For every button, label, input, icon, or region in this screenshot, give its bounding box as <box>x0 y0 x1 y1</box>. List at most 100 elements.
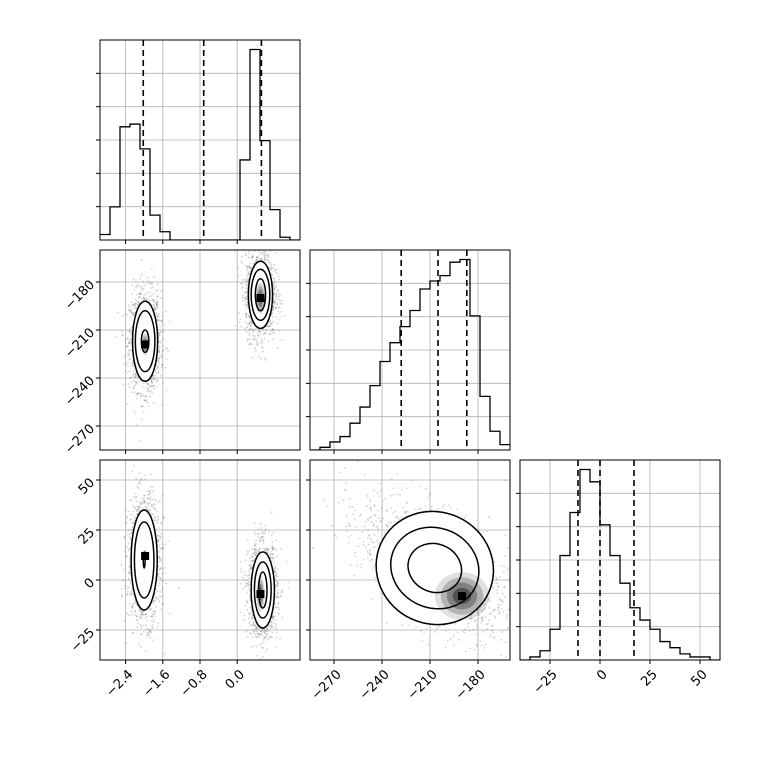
sample-point <box>244 282 247 285</box>
sample-point <box>267 638 270 640</box>
sample-point <box>278 278 281 281</box>
sample-point <box>151 381 154 384</box>
sample-point <box>135 382 137 384</box>
sample-point <box>136 397 139 400</box>
sample-point <box>136 303 139 306</box>
sample-point <box>161 543 164 545</box>
sample-point <box>130 331 133 333</box>
sample-point <box>160 567 162 569</box>
sample-point <box>140 503 143 506</box>
sample-point <box>143 494 146 497</box>
sample-point <box>152 613 155 616</box>
sample-point <box>246 322 249 325</box>
sample-point <box>150 268 153 270</box>
sample-point <box>134 302 137 305</box>
sample-point <box>146 631 149 634</box>
sample-point <box>253 329 256 332</box>
sample-point <box>251 322 254 325</box>
sample-point <box>160 297 162 299</box>
sample-point <box>152 626 154 629</box>
sample-point <box>278 275 280 278</box>
sample-point <box>270 553 273 555</box>
sample-point <box>137 482 140 484</box>
sample-point <box>248 583 251 586</box>
sample-point <box>149 630 151 632</box>
sample-point <box>142 280 145 283</box>
sample-point <box>152 624 154 626</box>
sample-point <box>135 307 137 310</box>
sample-point <box>144 501 147 504</box>
sample-point <box>156 590 159 592</box>
sample-point <box>153 507 156 509</box>
sample-point <box>266 630 268 632</box>
sample-point <box>162 363 164 366</box>
sample-point <box>126 612 129 615</box>
sample-point <box>136 505 138 508</box>
sample-point <box>169 612 171 615</box>
sample-point <box>270 272 273 275</box>
sample-point <box>244 312 247 315</box>
sample-point <box>177 587 180 590</box>
histogram-step <box>310 258 510 450</box>
sample-point <box>272 338 274 341</box>
sample-point <box>275 307 277 310</box>
sample-point <box>157 534 159 537</box>
sample-point <box>275 295 278 298</box>
sample-point <box>152 385 155 388</box>
sample-point <box>156 364 158 366</box>
sample-point <box>153 610 156 612</box>
sample-point <box>156 301 159 304</box>
sample-point <box>146 633 149 636</box>
sample-point <box>262 669 264 671</box>
sample-point <box>126 593 129 596</box>
sample-point <box>252 559 255 562</box>
sample-point <box>130 498 133 501</box>
sample-point <box>141 393 144 395</box>
sample-point <box>154 615 157 617</box>
sample-point <box>128 309 131 311</box>
sample-point <box>135 602 137 605</box>
sample-point <box>265 257 268 260</box>
sample-point <box>262 647 264 649</box>
sample-point <box>148 497 150 500</box>
sample-point <box>251 343 253 345</box>
sample-point <box>248 267 251 270</box>
sample-point <box>269 550 272 553</box>
sample-point <box>144 395 147 398</box>
sample-point <box>161 345 164 347</box>
sample-point <box>149 631 152 634</box>
sample-point <box>135 374 137 377</box>
sample-point <box>270 265 272 268</box>
sample-point <box>153 507 155 510</box>
sample-point <box>255 635 257 638</box>
sample-point <box>160 339 163 342</box>
sample-point <box>260 630 263 633</box>
sample-point <box>139 392 142 395</box>
sample-point <box>277 612 280 615</box>
sample-point <box>155 290 157 292</box>
sample-point <box>143 499 146 502</box>
sample-point <box>152 600 154 603</box>
sample-point <box>141 405 144 408</box>
sample-point <box>254 544 256 547</box>
sample-point <box>128 557 131 560</box>
sample-point <box>127 329 130 332</box>
sample-point <box>138 293 141 295</box>
sample-point <box>147 508 149 511</box>
sample-point <box>255 260 257 262</box>
sample-point <box>152 620 155 623</box>
sample-point <box>133 311 136 314</box>
sample-point <box>274 301 277 304</box>
sample-point <box>132 304 135 306</box>
sample-point <box>157 350 160 353</box>
sample-point <box>258 330 261 332</box>
sample-point <box>256 344 259 346</box>
sample-point <box>266 549 269 551</box>
sample-point <box>254 347 256 350</box>
sample-point <box>127 571 130 574</box>
sample-point <box>264 357 267 359</box>
sample-point <box>138 286 141 288</box>
sample-point <box>245 280 248 283</box>
sample-point <box>141 501 143 504</box>
sample-point <box>155 302 158 304</box>
